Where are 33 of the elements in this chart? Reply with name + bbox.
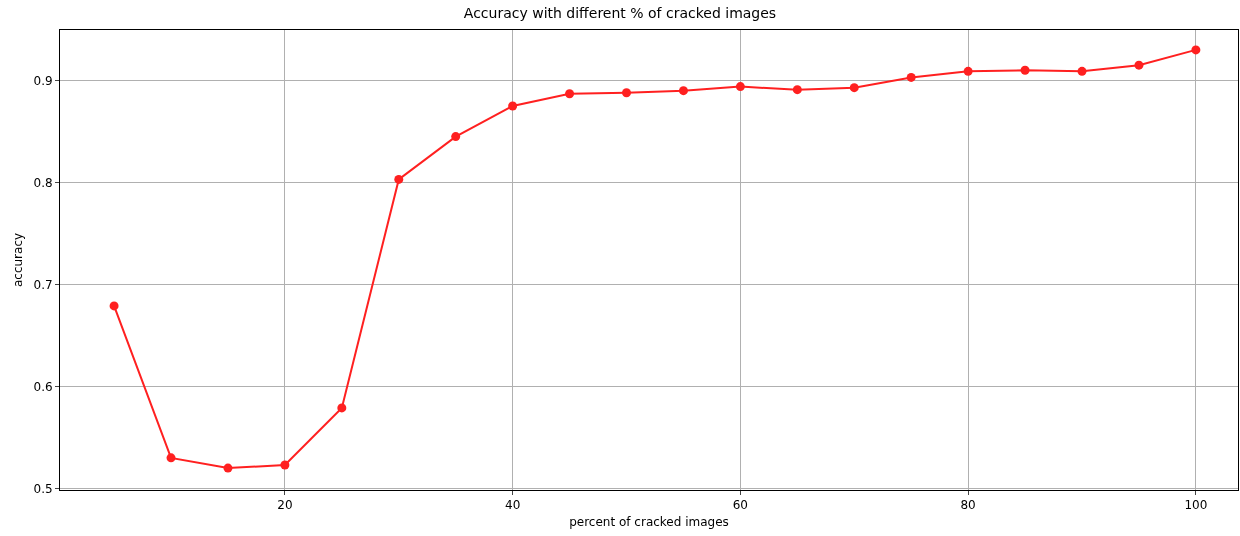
- x-axis-title: percent of cracked images: [569, 515, 729, 530]
- x-tick-label: 40: [505, 498, 521, 513]
- point: [735, 82, 745, 92]
- point: [451, 132, 461, 142]
- point: [565, 89, 575, 99]
- y-tick-label: 0.9: [33, 73, 53, 88]
- point: [849, 83, 859, 93]
- point: [906, 72, 916, 82]
- point: [337, 403, 347, 413]
- y-axis-title: accuracy: [10, 232, 25, 288]
- point: [1020, 65, 1030, 75]
- point: [109, 301, 119, 311]
- point: [622, 88, 632, 98]
- point: [280, 460, 290, 470]
- point: [223, 463, 233, 473]
- x-tick-label: 80: [960, 498, 976, 513]
- x-tick-label: 60: [732, 498, 749, 513]
- point: [963, 66, 973, 76]
- chart-title: Accuracy with different % of cracked images: [463, 4, 777, 21]
- y-tick-label: 0.8: [33, 175, 53, 190]
- point: [394, 174, 404, 184]
- point: [508, 101, 518, 111]
- x-tick-label: 20: [277, 498, 293, 513]
- point: [678, 86, 688, 96]
- point: [166, 453, 176, 463]
- y-tick-label: 0.6: [33, 379, 53, 394]
- y-tick-label: 0.5: [33, 481, 53, 496]
- point: [1191, 45, 1201, 55]
- point: [1134, 60, 1144, 70]
- y-tick-label: 0.7: [33, 277, 53, 292]
- point: [792, 85, 802, 95]
- x-tick-label: 100: [1184, 498, 1208, 513]
- point: [1077, 66, 1087, 76]
